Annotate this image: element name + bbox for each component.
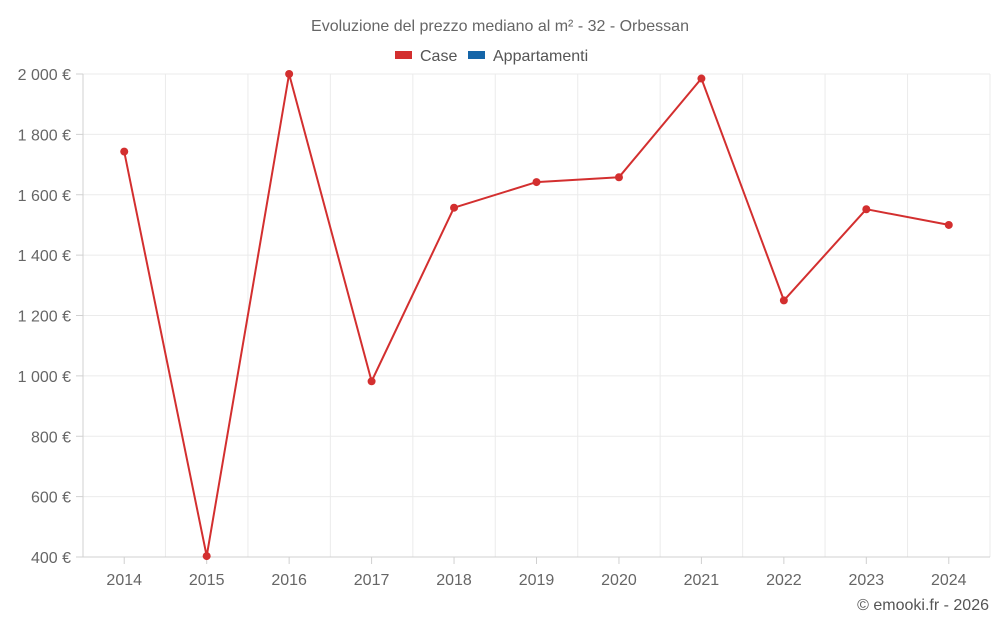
x-tick-label: 2017 (354, 572, 390, 589)
x-tick-label: 2019 (519, 572, 555, 589)
y-tick-label: 1 400 € (18, 248, 71, 265)
x-tick-label: 2020 (601, 572, 637, 589)
data-point-2020[interactable] (614, 173, 623, 182)
legend: Case Appartamenti (395, 48, 588, 65)
data-point-2019[interactable] (532, 178, 541, 187)
y-tick-label: 1 600 € (18, 188, 71, 205)
legend-swatch-1[interactable] (468, 51, 485, 59)
x-tick-label: 2018 (436, 572, 472, 589)
y-tick-label: 800 € (31, 429, 71, 446)
data-point-2016[interactable] (285, 70, 294, 78)
credit-text: © emooki.fr - 2026 (857, 597, 989, 614)
legend-label-0[interactable]: Case (420, 48, 457, 65)
y-tick-label: 600 € (31, 490, 71, 507)
chart-title: Evoluzione del prezzo mediano al m² - 32… (311, 18, 689, 35)
y-tick-label: 1 000 € (18, 369, 71, 386)
data-point-2023[interactable] (862, 205, 871, 214)
data-point-2014[interactable] (120, 147, 129, 156)
data-point-2021[interactable] (697, 74, 706, 83)
y-tick-label: 2 000 € (18, 67, 71, 84)
data-point-2024[interactable] (944, 220, 953, 229)
y-tick-label: 1 200 € (18, 309, 71, 326)
data-point-2018[interactable] (450, 203, 459, 212)
x-tick-label: 2023 (849, 572, 885, 589)
x-tick-label: 2024 (931, 572, 967, 589)
x-axis: 2014 2015 2016 2017 2018 2019 2020 2021 2022 2023… (83, 556, 990, 589)
x-tick-label: 2021 (684, 572, 720, 589)
y-axis: 400 € 600 € 800 € 1 000 € 1 200 € 1 400 € 1 60… (18, 67, 84, 567)
x-tick-label: 2016 (271, 572, 307, 589)
grid (82, 73, 991, 558)
x-tick-label: 2015 (189, 572, 225, 589)
y-tick-label: 400 € (31, 550, 71, 567)
data-point-2017[interactable] (367, 377, 376, 386)
y-tick-label: 1 800 € (18, 127, 71, 144)
x-tick-label: 2022 (766, 572, 802, 589)
x-tick-label: 2014 (106, 572, 142, 589)
series-layer (120, 70, 953, 561)
data-point-2022[interactable] (779, 296, 788, 305)
legend-swatch-0[interactable] (395, 51, 412, 59)
data-point-2015[interactable] (202, 552, 211, 561)
legend-label-1[interactable]: Appartamenti (493, 48, 588, 65)
